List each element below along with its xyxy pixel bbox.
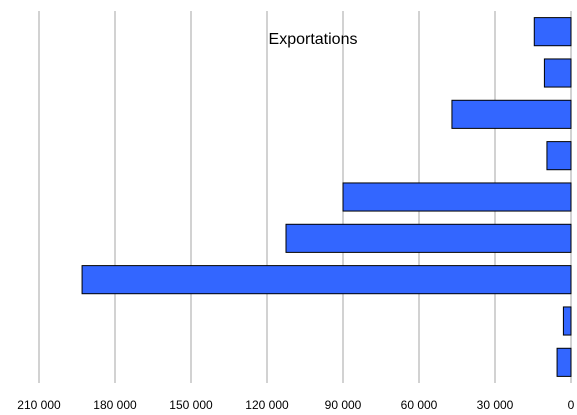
x-tick-label: 210 000	[17, 398, 61, 412]
bar	[451, 99, 572, 129]
bar	[533, 17, 572, 47]
bar	[543, 58, 572, 88]
x-tick-label: 0	[568, 398, 575, 412]
bar	[546, 141, 572, 171]
x-tick-label: 30 000	[477, 398, 514, 412]
bar	[556, 347, 572, 377]
x-tick-label: 60 000	[401, 398, 438, 412]
bar	[562, 306, 572, 336]
bar	[285, 223, 572, 253]
x-tick-label: 150 000	[169, 398, 213, 412]
x-tick-label: 90 000	[325, 398, 362, 412]
bar	[342, 182, 572, 212]
bars-layer	[81, 17, 572, 377]
chart-title: Exportations	[269, 31, 358, 48]
x-axis: 210 000 180 000 150 000 120 000 90 000 60 000…	[17, 398, 574, 412]
x-tick-label: 180 000	[93, 398, 137, 412]
x-tick-label: 120 000	[245, 398, 289, 412]
bar	[81, 265, 572, 295]
